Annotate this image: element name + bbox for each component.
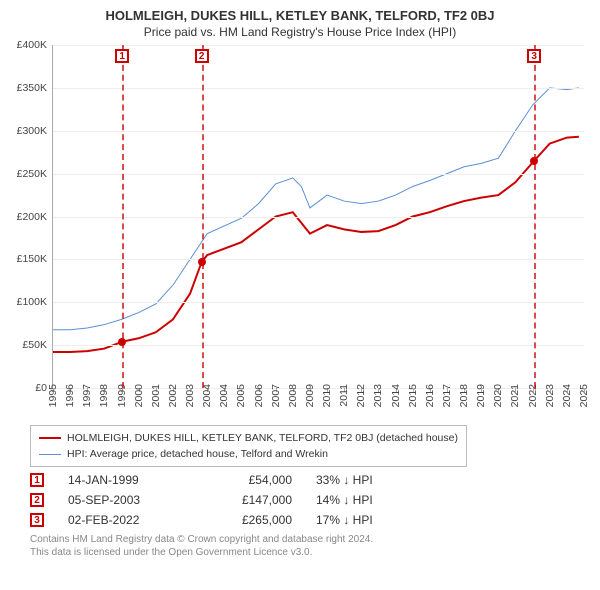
gridline <box>53 259 584 260</box>
x-tick-label: 2024 <box>561 384 573 407</box>
event-price: £147,000 <box>202 493 292 507</box>
figure-container: HOLMLEIGH, DUKES HILL, KETLEY BANK, TELF… <box>0 0 600 590</box>
gridline <box>53 217 584 218</box>
event-point <box>198 258 206 266</box>
x-tick-label: 1998 <box>98 384 110 407</box>
x-tick-label: 2011 <box>338 384 350 407</box>
x-tick-label: 2003 <box>184 384 196 407</box>
series-line-0 <box>53 137 579 352</box>
event-date: 05-SEP-2003 <box>68 493 178 507</box>
y-tick-label: £250K <box>17 168 53 180</box>
footer-line: Contains HM Land Registry data © Crown c… <box>30 533 590 546</box>
gridline <box>53 174 584 175</box>
event-marker-box: 3 <box>527 49 541 63</box>
x-tick-label: 2019 <box>475 384 487 407</box>
event-row: 2 05-SEP-2003 £147,000 14% ↓ HPI <box>30 493 590 507</box>
gridline <box>53 88 584 89</box>
x-tick-label: 2014 <box>390 384 402 407</box>
gridline <box>53 45 584 46</box>
x-tick-label: 2009 <box>304 384 316 407</box>
attribution-footer: Contains HM Land Registry data © Crown c… <box>30 533 590 559</box>
gridline <box>53 302 584 303</box>
x-tick-label: 2013 <box>372 384 384 407</box>
event-id-box: 1 <box>30 473 44 487</box>
event-diff: 14% ↓ HPI <box>316 493 436 507</box>
event-row: 3 02-FEB-2022 £265,000 17% ↓ HPI <box>30 513 590 527</box>
y-tick-label: £400K <box>17 39 53 51</box>
y-tick-label: £150K <box>17 253 53 265</box>
x-tick-label: 2008 <box>287 384 299 407</box>
x-tick-label: 2021 <box>509 384 521 407</box>
x-tick-label: 2000 <box>133 384 145 407</box>
legend-box: HOLMLEIGH, DUKES HILL, KETLEY BANK, TELF… <box>30 425 467 467</box>
legend-swatch <box>39 437 61 439</box>
event-price: £54,000 <box>202 473 292 487</box>
y-tick-label: £100K <box>17 296 53 308</box>
plot-region: £0£50K£100K£150K£200K£250K£300K£350K£400… <box>52 45 584 389</box>
chart-title: HOLMLEIGH, DUKES HILL, KETLEY BANK, TELF… <box>10 8 590 23</box>
y-tick-label: £350K <box>17 82 53 94</box>
x-tick-label: 2006 <box>253 384 265 407</box>
event-diff: 17% ↓ HPI <box>316 513 436 527</box>
event-date: 02-FEB-2022 <box>68 513 178 527</box>
x-tick-label: 2025 <box>578 384 590 407</box>
chart-subtitle: Price paid vs. HM Land Registry's House … <box>10 25 590 39</box>
event-guideline <box>122 45 124 388</box>
legend-swatch <box>39 454 61 455</box>
event-marker-box: 1 <box>115 49 129 63</box>
x-tick-label: 2005 <box>235 384 247 407</box>
event-row: 1 14-JAN-1999 £54,000 33% ↓ HPI <box>30 473 590 487</box>
event-guideline <box>202 45 204 388</box>
legend-item: HPI: Average price, detached house, Telf… <box>39 446 458 462</box>
x-tick-label: 2012 <box>355 384 367 407</box>
series-line-1 <box>53 88 579 330</box>
legend-item: HOLMLEIGH, DUKES HILL, KETLEY BANK, TELF… <box>39 430 458 446</box>
legend-label: HPI: Average price, detached house, Telf… <box>67 446 328 462</box>
event-id-box: 2 <box>30 493 44 507</box>
legend-label: HOLMLEIGH, DUKES HILL, KETLEY BANK, TELF… <box>67 430 458 446</box>
chart-area: £0£50K£100K£150K£200K£250K£300K£350K£400… <box>52 45 584 415</box>
event-id-box: 3 <box>30 513 44 527</box>
y-tick-label: £300K <box>17 125 53 137</box>
x-tick-label: 1996 <box>64 384 76 407</box>
gridline <box>53 131 584 132</box>
event-point <box>118 338 126 346</box>
x-tick-label: 2017 <box>441 384 453 407</box>
footer-line: This data is licensed under the Open Gov… <box>30 546 590 559</box>
x-tick-label: 2022 <box>527 384 539 407</box>
event-diff: 33% ↓ HPI <box>316 473 436 487</box>
y-tick-label: £200K <box>17 211 53 223</box>
events-table: 1 14-JAN-1999 £54,000 33% ↓ HPI 2 05-SEP-2003… <box>30 473 590 527</box>
x-tick-label: 1995 <box>47 384 59 407</box>
gridline <box>53 345 584 346</box>
x-tick-label: 2010 <box>321 384 333 407</box>
event-price: £265,000 <box>202 513 292 527</box>
event-point <box>530 157 538 165</box>
x-tick-label: 2001 <box>150 384 162 407</box>
event-marker-box: 2 <box>195 49 209 63</box>
x-tick-label: 2016 <box>424 384 436 407</box>
x-tick-label: 2007 <box>270 384 282 407</box>
event-guideline <box>534 45 536 388</box>
x-tick-label: 1997 <box>81 384 93 407</box>
x-tick-label: 2020 <box>492 384 504 407</box>
x-tick-label: 2004 <box>218 384 230 407</box>
x-tick-label: 2023 <box>544 384 556 407</box>
x-tick-label: 2015 <box>407 384 419 407</box>
x-tick-label: 2018 <box>458 384 470 407</box>
event-date: 14-JAN-1999 <box>68 473 178 487</box>
x-tick-label: 2002 <box>167 384 179 407</box>
y-tick-label: £50K <box>22 339 53 351</box>
